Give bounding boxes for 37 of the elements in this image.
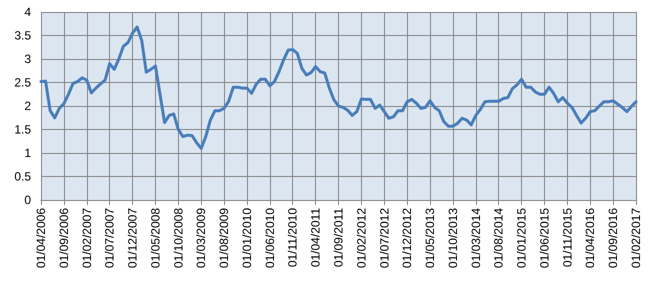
y-tick-label: 3.5: [14, 28, 32, 42]
x-tick-label: 01/11/2015: [560, 208, 574, 268]
y-tick-label: 2.5: [14, 76, 32, 90]
x-tick-label: 01/02/2017: [629, 208, 643, 268]
x-tick-label: 01/04/2006: [34, 208, 48, 268]
y-tick-label: 2: [24, 99, 32, 113]
x-tick-label: 01/07/2007: [102, 208, 117, 268]
y-tick-label: 0: [24, 193, 32, 207]
x-tick-label: 01/03/2014: [468, 208, 483, 268]
x-tick-label: 01/10/2008: [171, 208, 186, 268]
x-tick-label: 01/01/2010: [240, 208, 254, 268]
y-tick-label: 1: [24, 146, 32, 160]
x-tick-label: 01/04/2016: [583, 208, 598, 268]
x-tick-label: 01/05/2008: [148, 208, 162, 268]
x-tick-label: 01/09/2006: [56, 208, 71, 268]
x-tick-label: 01/11/2010: [286, 208, 300, 268]
x-tick-label: 01/03/2009: [194, 208, 208, 268]
x-tick-label: 01/12/2007: [126, 208, 140, 268]
x-tick-label: 01/06/2015: [537, 208, 552, 268]
x-tick-label: 01/04/2011: [308, 208, 323, 268]
x-tick-label: 01/12/2012: [400, 208, 414, 268]
x-tick-label: 01/05/2013: [423, 208, 438, 268]
x-tick-label: 01/10/2013: [446, 208, 460, 268]
x-tick-label: 01/09/2011: [332, 208, 346, 268]
x-tick-label: 01/08/2014: [492, 208, 506, 268]
y-tick-label: 1.5: [14, 122, 32, 136]
x-tick-label: 01/06/2010: [262, 208, 277, 268]
x-tick-label: 01/02/2007: [80, 208, 94, 268]
x-tick-label: 01/02/2012: [354, 208, 368, 268]
x-tick-label: 01/01/2015: [514, 208, 529, 268]
x-tick-label: 01/07/2012: [377, 208, 392, 268]
y-tick-label: 3: [24, 52, 32, 66]
x-tick-label: 01/09/2016: [606, 208, 620, 268]
x-tick-label: 01/08/2009: [217, 208, 232, 268]
y-tick-label: 4: [24, 5, 32, 19]
y-tick-label: 0.5: [14, 170, 32, 184]
line-series: [40, 26, 638, 150]
